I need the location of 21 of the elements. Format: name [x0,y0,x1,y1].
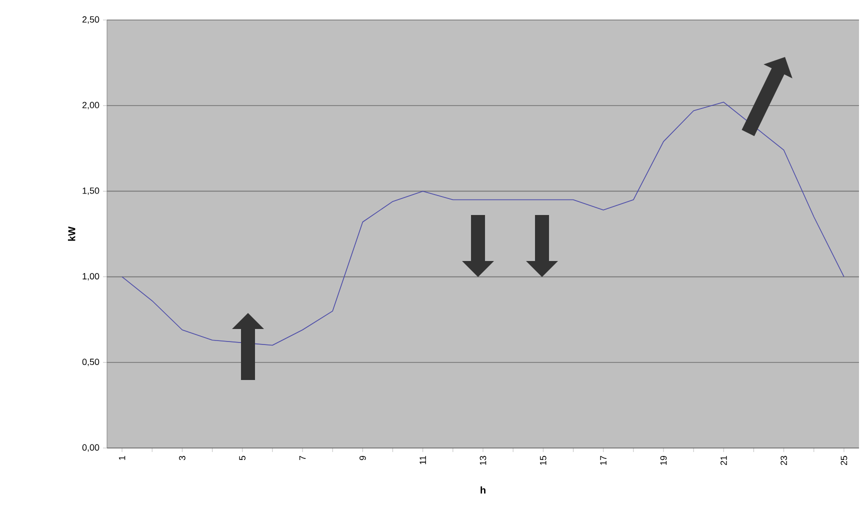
x-tick-label: 17 [600,456,606,465]
y-tick-label: 0,50 [82,358,100,366]
y-axis-title: kW [68,226,76,241]
x-tick-label: 3 [179,456,186,460]
y-tick-label: 2,00 [82,102,100,110]
x-tick-label: 15 [540,456,546,465]
y-tick-label: 1,00 [82,273,100,280]
x-tick-label: 9 [360,456,366,460]
x-axis-title: h [480,486,486,494]
x-tick-label: 21 [720,456,727,466]
y-tick-label: 2,50 [82,16,100,24]
x-tick-label: 25 [840,456,848,466]
y-tick-label: 0,00 [82,444,100,452]
y-tick-label: 1,50 [82,187,100,195]
x-tick-label: 23 [780,456,787,466]
x-tick-label: 1 [118,456,126,460]
x-tick-label: 11 [420,456,426,464]
x-tick-label: 7 [299,456,306,460]
x-tick-label: 19 [660,456,667,465]
x-tick-label: 5 [239,456,246,460]
x-tick-label: 13 [480,456,486,465]
